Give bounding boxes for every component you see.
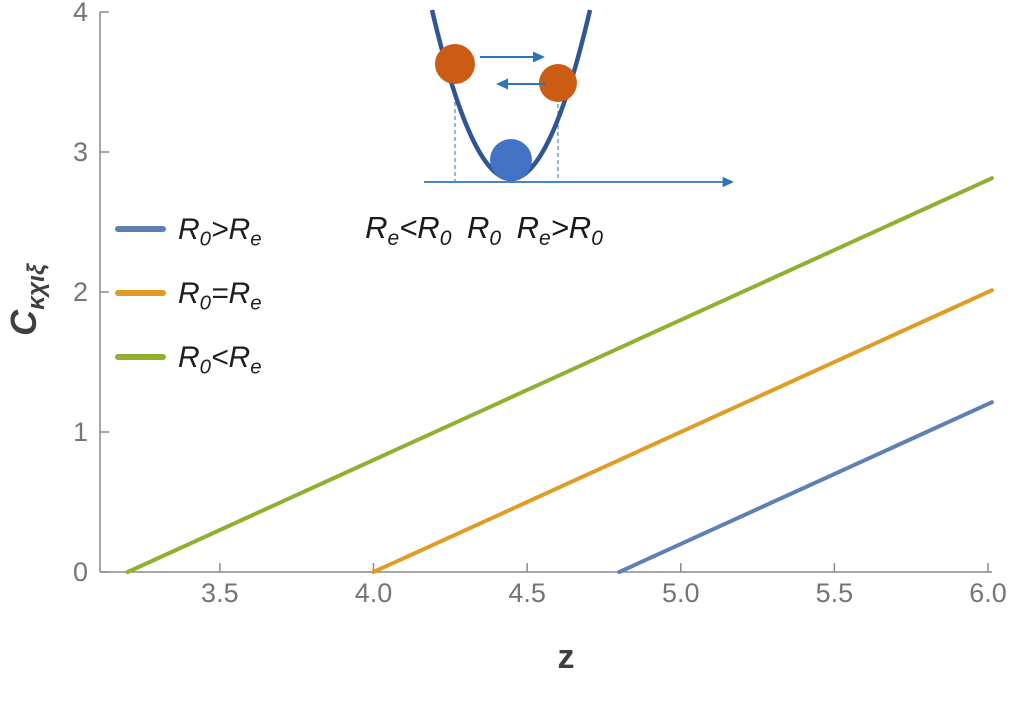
x-tick-label: 5.0: [662, 578, 700, 608]
x-tick-label: 3.5: [201, 578, 239, 608]
axes: 3.5 4.0 4.5 5.0 5.5 6.0 0 1 2 3 4: [73, 0, 1007, 608]
legend-label: R0=Re: [178, 277, 262, 315]
series-line-2: [125, 176, 994, 574]
legend-item-1: R0=Re: [115, 277, 262, 315]
x-tick-label: 4.0: [355, 578, 393, 608]
arrow-head: [722, 176, 734, 188]
bottom-ball: [490, 139, 532, 181]
x-tick-label: 6.0: [969, 578, 1007, 608]
legend-item-0: R0>Re: [115, 213, 262, 251]
x-tick-label: 4.5: [508, 578, 546, 608]
y-axis-label: Cκχιξ: [3, 262, 50, 336]
y-tick-label: 1: [73, 417, 88, 447]
x-axis-label: z: [558, 638, 575, 676]
y-tick-label: 0: [73, 557, 88, 587]
svg-text:Cκχιξ: Cκχιξ: [3, 262, 50, 336]
left-ball: [435, 44, 475, 84]
arrow-head: [496, 78, 508, 90]
x-tick-label: 5.5: [816, 578, 854, 608]
series-line-1: [371, 288, 994, 574]
y-tick-label: 2: [73, 277, 88, 307]
series-line-0: [617, 400, 994, 574]
legend-label: R0>Re: [178, 213, 262, 251]
inset-caption: Re<R0 R0 Re>R0: [365, 210, 603, 250]
legend-item-2: R0<Re: [115, 341, 262, 379]
y-tick-label: 3: [73, 137, 88, 167]
y-tick-label: 4: [73, 0, 88, 27]
right-ball: [539, 64, 577, 102]
legend: R0>Re R0=Re R0<Re: [115, 213, 262, 379]
inset-diagram: Re<R0 R0 Re>R0: [365, 9, 734, 250]
arrow-head: [533, 51, 545, 63]
legend-label: R0<Re: [178, 341, 262, 379]
series-lines: [125, 176, 994, 574]
